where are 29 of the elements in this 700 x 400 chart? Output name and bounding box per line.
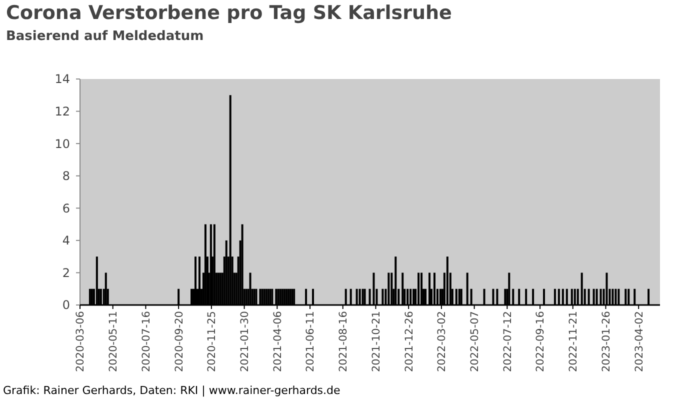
x-tick-label: 2021-12-26 — [403, 310, 416, 372]
y-tick-label: 6 — [62, 201, 70, 216]
y-tick-label: 0 — [62, 298, 70, 312]
x-tick-label: 2020-05-11 — [108, 311, 120, 372]
x-tick-label: 2020-03-06 — [74, 310, 87, 372]
x-tick-label: 2020-07-16 — [140, 310, 152, 372]
x-tick-label: 2021-06-11 — [304, 311, 317, 372]
x-tick-label: 2023-04-02 — [633, 311, 646, 372]
y-tick-label: 4 — [62, 234, 70, 248]
y-tick-label: 8 — [62, 169, 70, 184]
x-tick-label: 2021-01-30 — [238, 311, 251, 372]
chart-subtitle: Basierend auf Meldedatum — [6, 29, 204, 44]
y-tick-label: 12 — [54, 104, 70, 118]
x-tick-label: 2022-05-07 — [468, 311, 481, 372]
x-tick-label: 2022-07-12 — [502, 311, 514, 372]
text: Grafik: Rainer Gerhards, Daten: RKI | www.rainer-gerhards.de — [3, 384, 341, 397]
y-tick-label: 14 — [54, 72, 70, 86]
y-tick-label: 2 — [62, 266, 70, 280]
y-tick-label: 10 — [54, 136, 70, 151]
x-tick-label: 2022-11-21 — [568, 311, 580, 372]
x-tick-label: 2020-11-25 — [206, 311, 218, 372]
x-tick-label: 2022-03-02 — [436, 311, 448, 372]
x-tick-label: 2021-04-06 — [272, 310, 284, 372]
chart-title: Corona Verstorbene pro Tag SK Karlsruhe — [6, 2, 452, 24]
x-tick-label: 2021-08-16 — [338, 310, 350, 372]
x-tick-label: 2021-10-21 — [370, 311, 382, 372]
x-tick-label: 2020-09-20 — [173, 311, 186, 372]
x-tick-label: 2022-09-16 — [534, 310, 547, 372]
x-tick-label: 2023-01-26 — [600, 310, 612, 372]
